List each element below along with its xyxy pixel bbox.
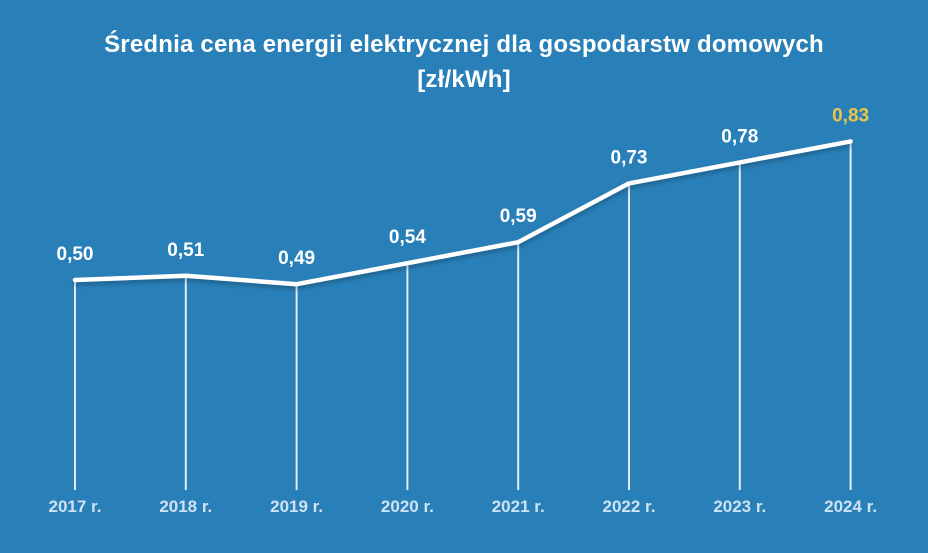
data-point-label: 0,78 — [721, 126, 758, 147]
chart-subtitle: [zł/kWh] — [417, 65, 511, 93]
price-line — [72, 139, 853, 287]
data-point-label: 0,49 — [278, 248, 315, 269]
data-point-label: 0,51 — [167, 240, 204, 261]
data-point-label-highlight: 0,83 — [832, 105, 869, 126]
x-axis-label: 2022 r. — [603, 497, 656, 516]
x-axis-label: 2023 r. — [713, 497, 766, 516]
x-axis-label: 2024 r. — [824, 497, 877, 516]
chart-title-text: Średnia cena energii elektrycznej dla go… — [104, 31, 824, 58]
x-axis-label: 2021 r. — [492, 497, 545, 516]
x-axis-label: 2020 r. — [381, 497, 434, 516]
chart-title: Średnia cena energii elektrycznej dla go… — [0, 28, 928, 98]
data-point-label: 0,59 — [500, 206, 537, 227]
x-axis-label: 2018 r. — [159, 497, 212, 516]
x-axis-label: 2019 r. — [270, 497, 323, 516]
data-point-label: 0,50 — [57, 244, 94, 265]
data-point-label: 0,73 — [611, 147, 648, 168]
data-point-label: 0,54 — [389, 227, 426, 248]
x-axis-label: 2017 r. — [49, 497, 102, 516]
